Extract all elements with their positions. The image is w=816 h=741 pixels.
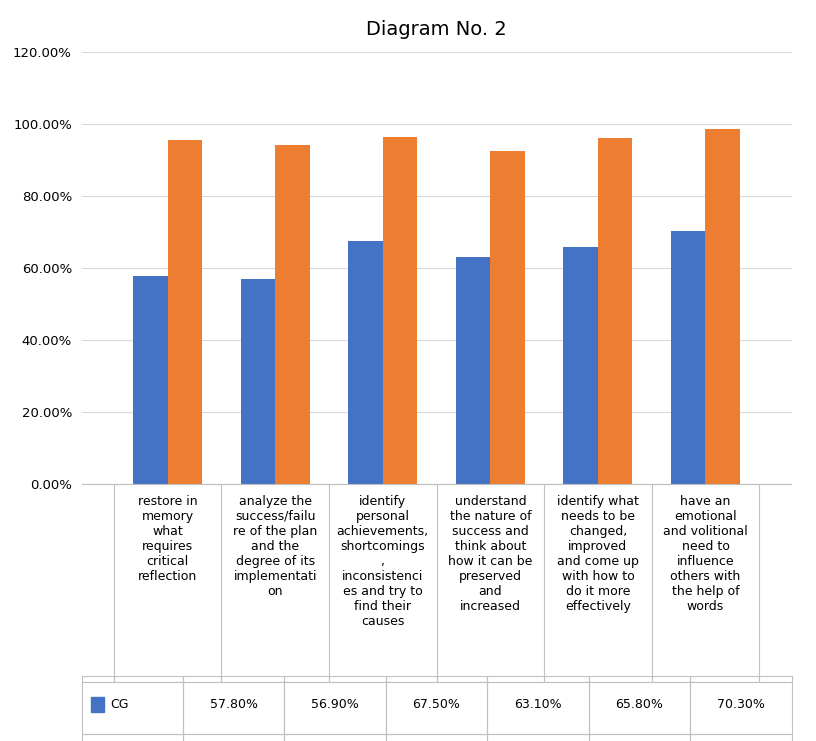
Bar — [598, 138, 632, 484]
Text: 65.80%: 65.80% — [615, 698, 663, 711]
Bar — [241, 279, 275, 484]
Text: 63.10%: 63.10% — [514, 698, 561, 711]
Bar — [133, 276, 167, 484]
Bar — [383, 137, 417, 484]
Text: analyze the
success/failu
re of the plan
and the
degree of its
implementati
on: analyze the success/failu re of the plan… — [233, 494, 317, 597]
Bar — [564, 247, 598, 484]
Bar — [348, 241, 383, 484]
Bar — [167, 140, 202, 484]
Bar — [706, 129, 740, 484]
Bar — [671, 230, 706, 484]
Text: CG: CG — [110, 698, 129, 711]
Text: identify
personal
achievements,
shortcomings
,
inconsistenci
es and try to
find : identify personal achievements, shortcom… — [337, 494, 429, 628]
Bar — [275, 145, 309, 484]
Text: 57.80%: 57.80% — [210, 698, 258, 711]
Text: 70.30%: 70.30% — [717, 698, 765, 711]
Text: 56.90%: 56.90% — [311, 698, 359, 711]
Bar — [456, 256, 490, 484]
Text: have an
emotional
and volitional
need to
influence
others with
the help of
words: have an emotional and volitional need to… — [663, 494, 747, 613]
Text: restore in
memory
what
requires
critical
reflection: restore in memory what requires critical… — [138, 494, 197, 582]
Title: Diagram No. 2: Diagram No. 2 — [366, 20, 507, 39]
Text: 67.50%: 67.50% — [413, 698, 460, 711]
Bar — [490, 151, 525, 484]
Text: understand
the nature of
success and
think about
how it can be
preserved
and
inc: understand the nature of success and thi… — [448, 494, 533, 613]
Text: identify what
needs to be
changed,
improved
and come up
with how to
do it more
e: identify what needs to be changed, impro… — [557, 494, 639, 613]
